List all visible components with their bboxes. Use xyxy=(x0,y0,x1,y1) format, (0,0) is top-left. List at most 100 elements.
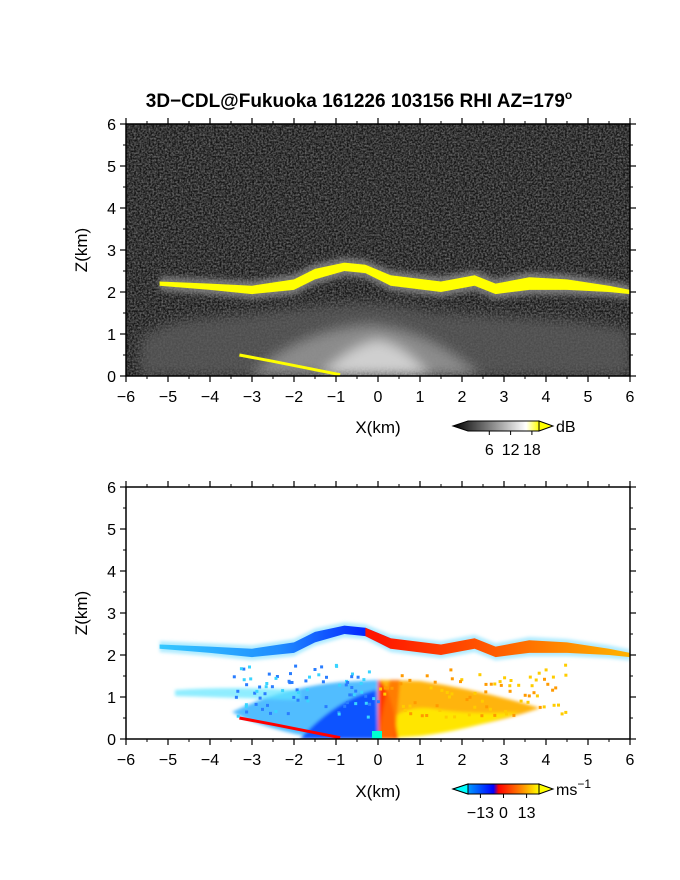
y-tick-label: 5 xyxy=(107,159,116,176)
x-tick-label: −1 xyxy=(327,752,345,769)
colorbar-tick-label: 6 xyxy=(485,442,494,459)
velocity-panel: −6 −5 −4 −3 −2 −1 0 1 2 3 4 5 6 0 1 2 3 4 5 6 X(km) Z(km) −… xyxy=(72,480,636,822)
velocity-speckle xyxy=(289,672,292,676)
velocity-speckle xyxy=(350,686,354,689)
y-tick-label: 0 xyxy=(107,369,116,386)
x-tick-label: 5 xyxy=(584,389,593,406)
velocity-ylabel: Z(km) xyxy=(72,591,91,635)
velocity-speckle xyxy=(244,705,248,708)
velocity-speckle xyxy=(467,713,471,717)
velocity-speckle xyxy=(351,672,354,676)
velocity-xlabel: X(km) xyxy=(355,782,400,801)
velocity-speckle xyxy=(274,676,278,680)
x-tick-label: 4 xyxy=(542,389,551,406)
velocity-speckle xyxy=(354,702,358,706)
x-tick-label: 2 xyxy=(458,389,467,406)
velocity-speckle xyxy=(445,691,449,694)
velocity-speckle xyxy=(544,668,548,672)
backscatter-colorbar: 6 12 18 dB xyxy=(451,419,576,459)
velocity-speckle xyxy=(465,698,469,702)
velocity-speckle xyxy=(399,682,403,686)
velocity-speckle xyxy=(269,711,272,715)
velocity-speckle xyxy=(258,685,262,689)
velocity-speckle xyxy=(420,714,424,718)
velocity-image xyxy=(126,487,630,739)
velocity-colorbar: −13 0 13 ms−1 xyxy=(451,777,591,822)
y-tick-label: 0 xyxy=(107,732,116,749)
velocity-speckle xyxy=(403,709,407,712)
velocity-speckle xyxy=(337,711,341,714)
velocity-speckle xyxy=(551,675,555,679)
velocity-speckle xyxy=(360,690,364,694)
velocity-cloud-positive xyxy=(365,627,630,658)
velocity-speckle xyxy=(509,679,513,682)
x-tick-label: −1 xyxy=(327,389,345,406)
y-tick-label: 1 xyxy=(107,327,116,344)
x-tick-label: 4 xyxy=(542,752,551,769)
x-tick-label: 3 xyxy=(500,752,509,769)
velocity-speckle xyxy=(234,695,238,699)
title-degree-symbol: o xyxy=(565,88,572,102)
velocity-speckle xyxy=(493,713,497,717)
x-tick-label: −6 xyxy=(117,752,135,769)
velocity-speckle xyxy=(408,704,412,708)
velocity-speckle xyxy=(296,698,300,702)
velocity-speckle xyxy=(413,701,417,705)
velocity-speckle xyxy=(258,696,262,700)
velocity-speckle xyxy=(367,670,371,674)
velocity-speckle xyxy=(379,687,383,691)
velocity-speckle xyxy=(286,712,290,716)
velocity-speckle xyxy=(352,693,356,697)
velocity-speckle xyxy=(253,691,257,695)
velocity-speckle xyxy=(242,667,246,671)
velocity-speckle xyxy=(517,683,521,687)
x-tick-label: 6 xyxy=(626,752,635,769)
velocity-speckle xyxy=(448,695,451,699)
velocity-speckle xyxy=(245,710,249,714)
velocity-zenith-spot xyxy=(372,731,382,739)
velocity-speckle xyxy=(383,692,387,696)
velocity-speckle xyxy=(508,689,512,693)
velocity-speckle xyxy=(440,688,444,692)
velocity-speckle xyxy=(552,703,556,707)
backscatter-axes: −6 −5 −4 −3 −2 −1 0 1 2 3 4 5 6 0 1 2 3 4 5 6 xyxy=(107,117,636,406)
velocity-speckle xyxy=(287,679,291,683)
colorbar-tick-label: 0 xyxy=(499,805,508,822)
velocity-speckle xyxy=(450,692,454,696)
velocity-speckle xyxy=(480,699,484,703)
velocity-speckle xyxy=(564,663,568,667)
x-tick-label: 6 xyxy=(626,389,635,406)
velocity-ground-return xyxy=(239,716,341,739)
velocity-speckle xyxy=(519,699,523,703)
velocity-speckle xyxy=(321,680,325,684)
colorbar-tick-label: 18 xyxy=(523,442,541,459)
figure-title: 3D−CDL@Fukuoka 161226 103156 RHI AZ=179o xyxy=(146,88,573,112)
velocity-speckle xyxy=(503,676,507,680)
velocity-speckle xyxy=(478,673,482,677)
velocity-speckle xyxy=(504,710,507,714)
velocity-speckle xyxy=(343,704,347,708)
velocity-speckles xyxy=(232,663,568,719)
velocity-speckle xyxy=(290,681,294,684)
velocity-speckle xyxy=(523,693,527,697)
y-tick-label: 4 xyxy=(107,564,116,581)
velocity-speckle xyxy=(390,686,394,690)
velocity-speckle xyxy=(324,705,328,709)
velocity-speckle xyxy=(354,689,358,693)
velocity-colorbar-unit: ms−1 xyxy=(556,777,591,799)
velocity-speckle xyxy=(485,705,489,709)
velocity-speckle xyxy=(480,714,484,718)
velocity-speckle xyxy=(526,700,530,704)
colorbar-tick-label: 12 xyxy=(502,442,520,459)
ground-return-echo xyxy=(239,353,341,376)
velocity-speckle xyxy=(564,710,568,714)
velocity-speckle xyxy=(270,685,274,689)
velocity-speckle xyxy=(484,682,488,686)
velocity-speckle xyxy=(294,664,298,668)
velocity-speckle xyxy=(249,677,253,681)
velocity-speckle xyxy=(261,707,264,711)
velocity-speckle xyxy=(468,695,472,699)
velocity-speckle xyxy=(320,665,324,669)
velocity-speckle xyxy=(356,675,360,679)
